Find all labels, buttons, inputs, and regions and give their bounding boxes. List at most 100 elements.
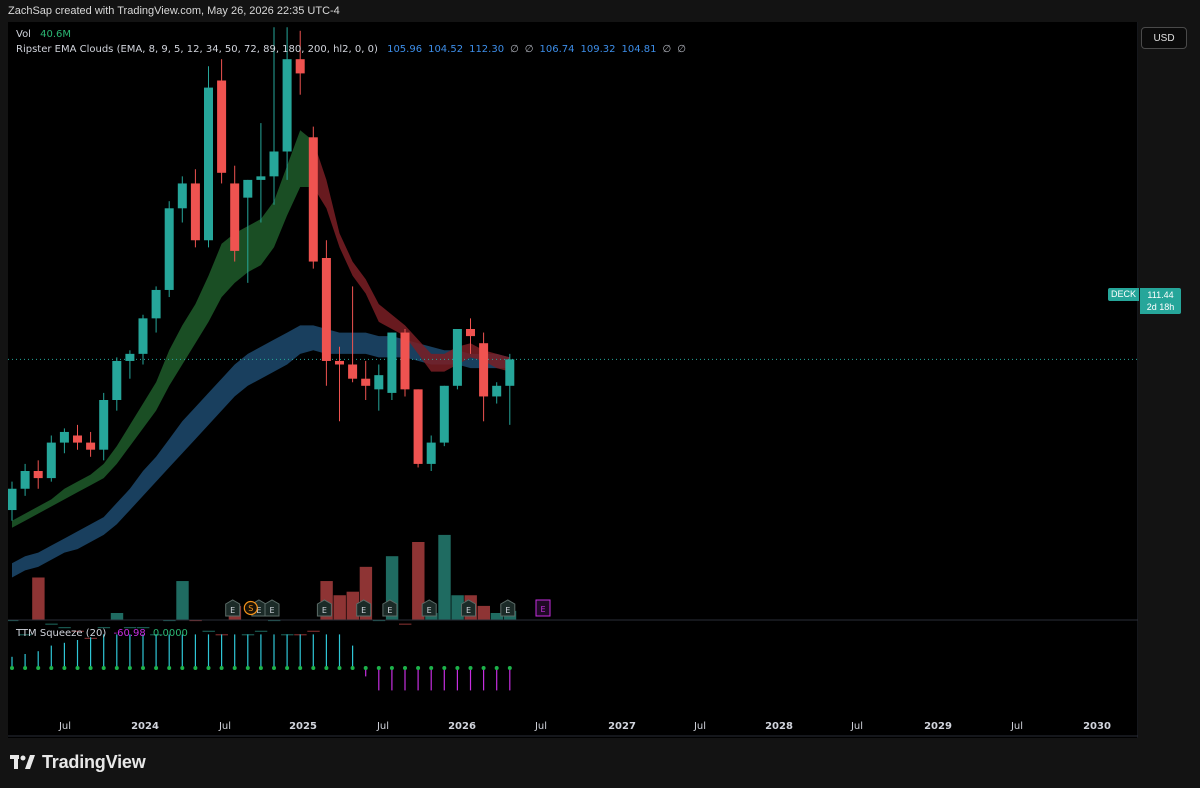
ema-cloud-value: 104.52 [428, 44, 464, 55]
ttm-squeeze-dot [311, 666, 316, 670]
candle-body [282, 59, 292, 152]
candle-body [256, 176, 266, 180]
earnings-marker[interactable]: E [264, 599, 280, 617]
volume-bar [110, 613, 124, 620]
last-price-value: 111.44 [1147, 290, 1174, 300]
earnings-marker[interactable]: E [421, 599, 437, 617]
ttm-squeeze-dot [49, 666, 54, 670]
time-axis-label: 2024 [131, 721, 159, 732]
candle-body [387, 332, 397, 393]
candle-body [374, 375, 384, 390]
ttm-squeeze-dot [62, 666, 67, 670]
upcoming-earnings-marker [535, 599, 551, 617]
candle-body [400, 332, 410, 390]
candle-body [73, 435, 82, 443]
time-axis-label: Jul [58, 721, 71, 732]
volume-bar [137, 627, 150, 629]
candle-body [426, 442, 436, 464]
time-axis-label: 2029 [924, 721, 952, 732]
candle-body [217, 80, 227, 173]
ttm-squeeze-dot [494, 666, 499, 670]
ttm-squeeze-dot [88, 666, 93, 670]
candle-body [112, 360, 122, 400]
ttm-squeeze-dot [442, 666, 447, 670]
ttm-squeeze-value: 0.0000 [152, 628, 188, 639]
ttm-squeeze-dot [416, 666, 421, 670]
volume-bar [412, 542, 425, 620]
ttm-squeeze-dot [403, 666, 407, 670]
svg-text:E: E [387, 606, 392, 615]
candle-body [151, 289, 161, 319]
volume-legend-value: 40.6M [40, 29, 72, 40]
volume-bar [372, 620, 386, 622]
time-axis-label: 2025 [289, 721, 317, 732]
volume-bar [333, 595, 346, 620]
ttm-squeeze-dot [245, 666, 250, 670]
ttm-squeeze-dot [141, 666, 145, 670]
upcoming-earnings-label: E [540, 605, 545, 614]
candle-body [33, 471, 43, 479]
candle-body [308, 137, 318, 262]
split-marker [243, 600, 258, 616]
candle-body [335, 360, 344, 365]
earnings-marker[interactable]: E [382, 599, 398, 617]
chart-area[interactable]: EEEEEEEEESE170.00160.00150.00140.00130.0… [8, 22, 1138, 738]
volume-bar [176, 581, 189, 620]
candle-body [479, 343, 489, 397]
time-axis-label: 2027 [608, 721, 636, 732]
earnings-marker[interactable]: E [461, 599, 476, 617]
earnings-marker[interactable]: E [500, 599, 516, 617]
price-chart-svg[interactable]: EEEEEEEEESE170.00160.00150.00140.00130.0… [8, 22, 1138, 738]
volume-bar [399, 623, 412, 625]
ttm-momentum-value: -60.98 [113, 628, 146, 639]
volume-bar [123, 627, 137, 629]
candle-body [439, 385, 449, 443]
candle-body [295, 59, 305, 74]
tradingview-brand: TradingView [42, 752, 146, 772]
ema-cloud-value: ∅ [510, 44, 519, 55]
ttm-squeeze-dot [23, 666, 28, 670]
candle-body [492, 385, 502, 397]
svg-text:E: E [322, 606, 327, 615]
candle-body [46, 442, 56, 479]
chart-credit: ZachSap created with TradingView.com, Ma… [8, 5, 340, 17]
candle-body [190, 183, 200, 241]
ttm-squeeze-dot [36, 666, 41, 670]
currency-button[interactable]: USD [1141, 27, 1187, 49]
ema-cloud-value: 106.74 [539, 44, 575, 55]
ttm-squeeze-dot [193, 666, 198, 670]
volume-bar [490, 613, 504, 620]
ttm-squeeze-dot [10, 666, 14, 670]
volume-bar [346, 591, 359, 620]
svg-text:E: E [466, 606, 471, 615]
ttm-squeeze-legend: TTM Squeeze (20) -60.98 0.0000 [16, 628, 188, 639]
earnings-marker[interactable]: E [225, 599, 241, 617]
time-axis-label: Jul [218, 721, 231, 732]
volume-bar [71, 630, 84, 632]
time-axis-label: Jul [534, 721, 547, 732]
svg-text:E: E [230, 606, 235, 615]
volume-bar [32, 577, 45, 620]
tradingview-logo[interactable]: TradingView [10, 752, 146, 773]
volume-bar [19, 634, 32, 636]
earnings-marker[interactable]: E [356, 599, 372, 617]
svg-text:E: E [361, 606, 366, 615]
ttm-squeeze-dot [285, 666, 290, 670]
candle-body [86, 442, 96, 450]
time-axis-label: Jul [850, 721, 863, 732]
earnings-marker[interactable]: E [316, 599, 332, 617]
time-axis-label: Jul [376, 721, 389, 732]
candle-body [177, 183, 187, 209]
ema-cloud-value: ∅ [524, 44, 534, 55]
ema-cloud-legend-label: Ripster EMA Clouds (EMA, 8, 9, 5, 12, 34… [16, 44, 378, 55]
candle-body [164, 208, 174, 290]
candle-body [269, 151, 279, 177]
svg-text:E: E [256, 606, 261, 615]
bar-countdown: 2d 18h [1146, 302, 1175, 312]
ttm-squeeze-dot [167, 666, 172, 670]
ttm-squeeze-dot [127, 666, 132, 670]
ttm-squeeze-dot [324, 666, 329, 670]
volume-bar [254, 630, 268, 632]
ttm-squeeze-dot [429, 666, 434, 670]
ttm-squeeze-dot [350, 666, 355, 670]
